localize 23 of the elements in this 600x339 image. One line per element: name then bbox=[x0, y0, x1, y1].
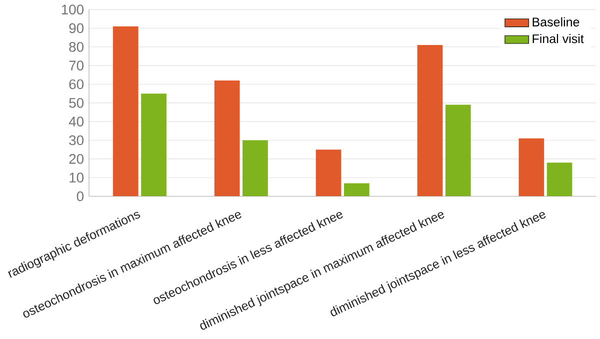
bar bbox=[417, 44, 443, 196]
y-tick-label: 40 bbox=[68, 116, 84, 126]
y-tick-label: 20 bbox=[69, 154, 84, 164]
y-tick-label: 70 bbox=[69, 60, 84, 70]
y-tick-label: 10 bbox=[70, 172, 84, 182]
bar bbox=[214, 80, 240, 196]
y-tick-label: 100 bbox=[62, 4, 84, 14]
y-tick-label: 0 bbox=[76, 191, 84, 202]
y-tick-label: 50 bbox=[69, 98, 84, 108]
bar bbox=[518, 138, 544, 196]
legend-label: Final visit bbox=[532, 34, 584, 44]
legend-label: Baseline bbox=[532, 17, 580, 26]
y-tick-label: 90 bbox=[69, 23, 84, 34]
bar bbox=[316, 150, 342, 196]
bar bbox=[344, 183, 370, 196]
bar bbox=[141, 94, 166, 196]
y-tick-label: 30 bbox=[69, 135, 84, 146]
bar bbox=[242, 140, 268, 196]
bar bbox=[546, 162, 572, 196]
bar bbox=[445, 104, 471, 196]
bar bbox=[112, 26, 138, 196]
y-tick-label: 60 bbox=[69, 79, 84, 90]
y-tick-label: 80 bbox=[69, 42, 84, 52]
